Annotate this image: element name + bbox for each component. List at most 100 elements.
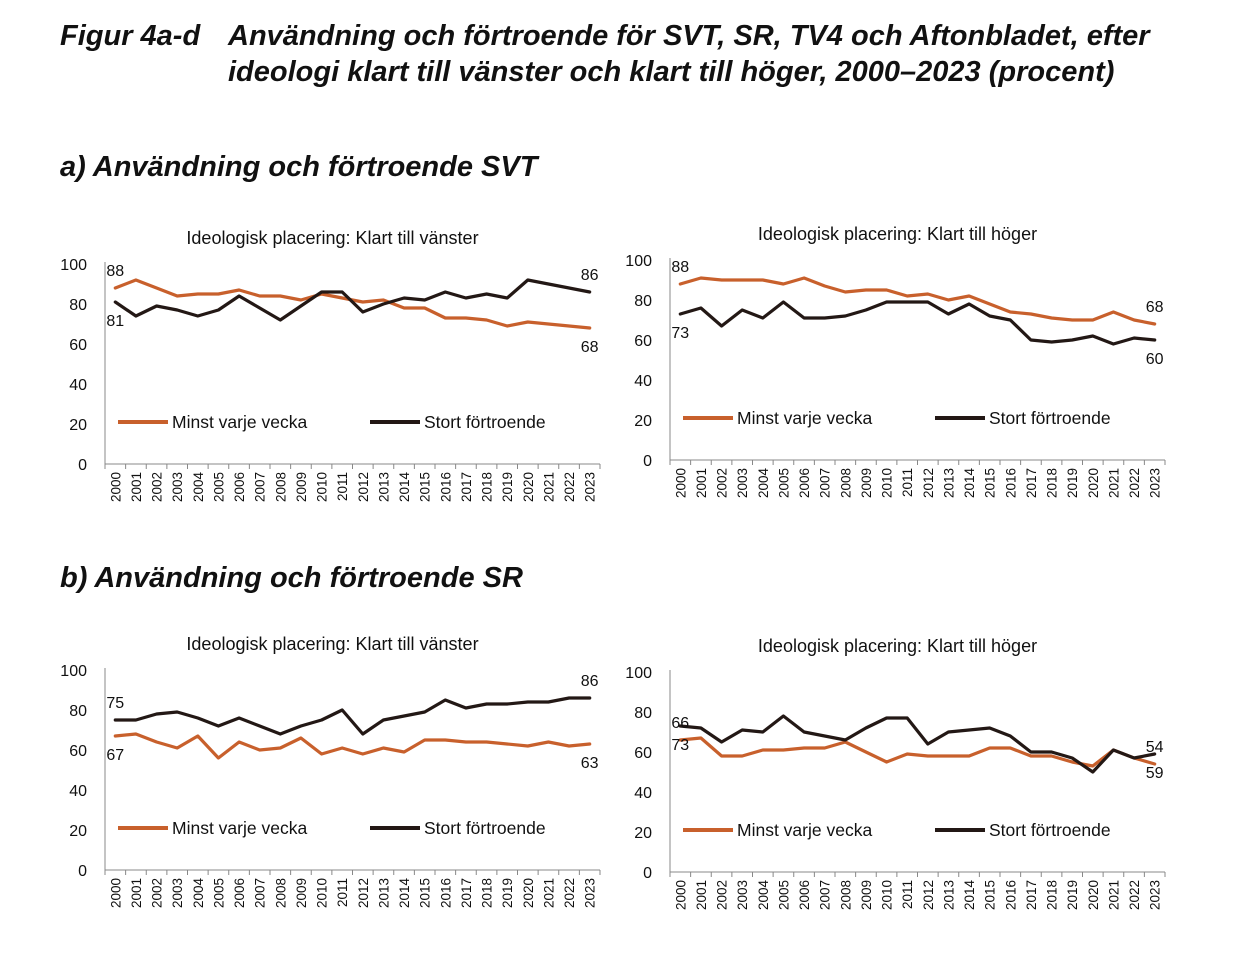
x-tick-label: 2005 (776, 880, 791, 910)
x-tick-label: 2003 (735, 468, 750, 498)
x-tick-label: 2019 (1065, 468, 1080, 498)
x-tick-label: 2009 (859, 880, 874, 910)
x-tick-label: 2007 (818, 880, 833, 910)
x-tick-label: 2007 (818, 468, 833, 498)
x-tick-label: 2000 (673, 468, 688, 498)
y-tick-label: 100 (625, 665, 652, 682)
data-label: 88 (671, 259, 689, 276)
x-tick-label: 2002 (150, 472, 165, 502)
y-tick-label: 20 (69, 417, 87, 434)
chart-title: Ideologisk placering: Klart till höger (758, 224, 1037, 244)
x-tick-label: 2022 (562, 472, 577, 502)
x-tick-label: 2019 (500, 472, 515, 502)
x-tick-label: 2018 (1045, 468, 1060, 498)
section-a-heading: a) Användning och förtroende SVT (60, 151, 538, 183)
x-tick-label: 2000 (673, 880, 688, 910)
x-tick-label: 2023 (583, 472, 598, 502)
series-line-usage (678, 736, 1157, 768)
x-tick-label: 2012 (921, 468, 936, 498)
x-tick-label: 2022 (562, 878, 577, 908)
y-tick-label: 40 (69, 783, 87, 800)
data-label: 86 (581, 673, 599, 690)
data-label: 66 (671, 715, 689, 732)
y-tick-label: 80 (634, 293, 652, 310)
data-label: 68 (581, 339, 599, 356)
y-tick-label: 100 (60, 663, 87, 680)
data-label: 81 (106, 313, 124, 330)
data-label: 68 (1146, 299, 1164, 316)
y-tick-label: 20 (634, 825, 652, 842)
legend-label-trust: Stort förtroende (424, 412, 546, 432)
series-line-usage (113, 732, 592, 760)
x-tick-label: 2012 (356, 472, 371, 502)
section-b-heading: b) Användning och förtroende SR (60, 562, 523, 594)
data-label: 63 (581, 755, 599, 772)
x-tick-label: 2000 (108, 472, 123, 502)
y-tick-label: 60 (69, 743, 87, 760)
x-tick-label: 2017 (459, 878, 474, 908)
x-tick-label: 2011 (900, 880, 915, 909)
y-tick-label: 60 (634, 333, 652, 350)
x-tick-label: 2013 (376, 472, 391, 502)
x-tick-label: 2004 (756, 880, 771, 911)
x-tick-label: 2005 (776, 468, 791, 498)
x-tick-label: 2014 (962, 880, 977, 911)
x-tick-label: 2017 (459, 472, 474, 502)
series-line-trust (113, 696, 592, 736)
chart-title: Ideologisk placering: Klart till vänster (186, 634, 478, 654)
y-tick-label: 40 (69, 377, 87, 394)
x-tick-label: 2015 (983, 880, 998, 910)
x-tick-label: 2014 (397, 472, 412, 503)
x-tick-label: 2001 (129, 878, 144, 908)
x-tick-label: 2021 (1106, 880, 1121, 910)
x-tick-label: 2023 (583, 878, 598, 908)
x-tick-label: 2005 (211, 878, 226, 908)
data-label: 59 (1146, 765, 1164, 782)
x-tick-label: 2015 (418, 472, 433, 502)
x-tick-label: 2007 (253, 878, 268, 908)
x-tick-label: 2012 (921, 880, 936, 910)
y-tick-label: 100 (625, 253, 652, 270)
x-tick-label: 2018 (1045, 880, 1060, 910)
x-tick-label: 2008 (273, 878, 288, 908)
x-tick-label: 2020 (1086, 880, 1101, 910)
chart-title: Ideologisk placering: Klart till höger (758, 636, 1037, 656)
x-tick-label: 2002 (715, 468, 730, 498)
legend-label-usage: Minst varje vecka (737, 408, 872, 428)
y-tick-label: 0 (78, 457, 87, 474)
data-label: 75 (106, 695, 124, 712)
x-tick-label: 2011 (335, 878, 350, 907)
figure-number: Figur 4a-d (60, 20, 201, 52)
x-tick-label: 2009 (294, 472, 309, 502)
x-tick-label: 2010 (880, 468, 895, 498)
x-tick-label: 2016 (1003, 468, 1018, 498)
x-tick-label: 2016 (438, 878, 453, 908)
x-tick-label: 2020 (521, 878, 536, 908)
x-tick-label: 2005 (211, 472, 226, 502)
x-tick-label: 2008 (273, 472, 288, 502)
x-tick-label: 2004 (191, 878, 206, 909)
x-tick-label: 2002 (715, 880, 730, 910)
x-tick-label: 2015 (983, 468, 998, 498)
x-tick-label: 2006 (232, 878, 247, 908)
x-tick-label: 2022 (1127, 880, 1142, 910)
x-tick-label: 2013 (941, 880, 956, 910)
data-label: 88 (106, 263, 124, 280)
x-tick-label: 2021 (541, 878, 556, 908)
y-tick-label: 100 (60, 257, 87, 274)
data-label: 60 (1146, 351, 1164, 368)
y-tick-label: 20 (634, 413, 652, 430)
x-tick-label: 2004 (756, 468, 771, 499)
series-line-trust (678, 300, 1157, 346)
data-label: 86 (581, 267, 599, 284)
x-tick-label: 2023 (1148, 880, 1163, 910)
chart-title: Ideologisk placering: Klart till vänster (186, 228, 478, 248)
legend-label-trust: Stort förtroende (989, 820, 1111, 840)
x-tick-label: 2015 (418, 878, 433, 908)
x-tick-label: 2003 (170, 878, 185, 908)
y-tick-label: 80 (634, 705, 652, 722)
y-tick-label: 40 (634, 373, 652, 390)
x-tick-label: 2001 (129, 472, 144, 502)
x-tick-label: 2023 (1148, 468, 1163, 498)
x-tick-label: 2013 (376, 878, 391, 908)
